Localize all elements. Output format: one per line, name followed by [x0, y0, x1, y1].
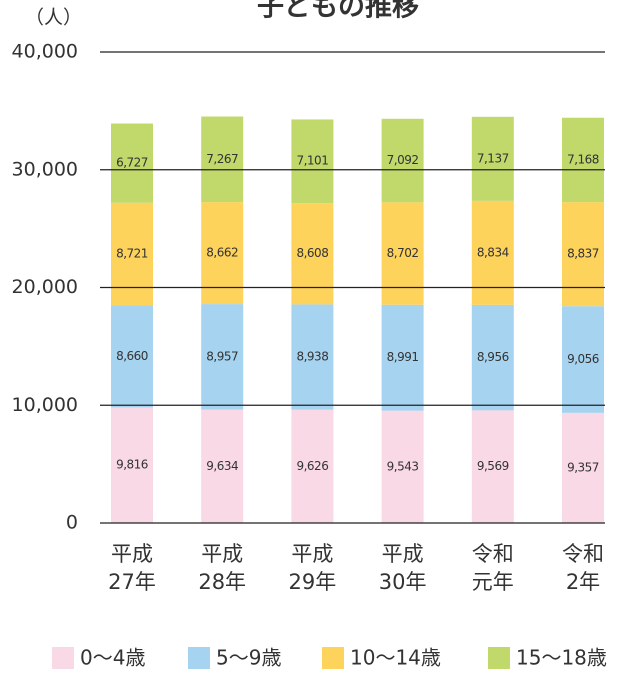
- bar-segment: [111, 123, 153, 203]
- legend-label: 10〜14歳: [350, 646, 441, 670]
- legend-swatch: [488, 647, 510, 669]
- legend-swatch: [322, 647, 344, 669]
- value-label: 8,837: [567, 247, 599, 261]
- bar-segment: [291, 409, 334, 523]
- bar-segment: [562, 117, 604, 203]
- value-label: 8,721: [116, 247, 148, 261]
- value-label: 8,662: [206, 246, 238, 260]
- value-label: 8,938: [296, 350, 328, 364]
- value-label: 6,727: [116, 156, 148, 170]
- value-label: 7,168: [567, 152, 599, 166]
- value-label: 8,702: [387, 246, 419, 260]
- x-tick-label: 平成 28年: [198, 542, 246, 594]
- y-axis-label: （人）: [25, 7, 82, 29]
- value-label: 7,267: [206, 152, 238, 166]
- bar-segment: [291, 304, 334, 410]
- y-tick-label: 30,000: [12, 158, 78, 180]
- value-label: 9,357: [567, 460, 599, 474]
- value-label: 8,608: [296, 246, 328, 260]
- bar-segment: [201, 409, 244, 523]
- legend-label: 5〜9歳: [216, 646, 281, 670]
- value-label: 9,543: [387, 459, 419, 473]
- x-tick-label: 平成 29年: [289, 542, 337, 594]
- x-tick-label: 平成 27年: [108, 542, 156, 594]
- value-label: 9,569: [477, 459, 509, 473]
- value-label: 9,056: [567, 352, 599, 366]
- x-tick-label: 令和 2年: [562, 542, 604, 594]
- value-label: 9,626: [296, 459, 328, 473]
- legend-swatch: [52, 647, 74, 669]
- bar-segment: [562, 306, 604, 413]
- x-tick-label: 平成 30年: [379, 542, 427, 594]
- legend-label: 15〜18歳: [516, 646, 607, 670]
- y-tick-label: 10,000: [12, 394, 78, 416]
- value-label: 8,834: [477, 245, 509, 259]
- bar-segment: [471, 410, 514, 523]
- legend-swatch: [188, 647, 210, 669]
- bar-segment: [111, 407, 153, 523]
- value-label: 9,816: [116, 458, 148, 472]
- bar-segment: [111, 305, 153, 408]
- bar-segment: [201, 304, 244, 410]
- bar-segment: [381, 410, 424, 523]
- value-label: 7,092: [387, 153, 419, 167]
- bar-segment: [381, 304, 424, 411]
- value-label: 7,101: [296, 154, 328, 168]
- bar-segment: [291, 119, 334, 204]
- bar-segment: [381, 118, 424, 203]
- x-tick-label: 令和元年: [472, 542, 514, 594]
- bar-segment: [201, 116, 244, 203]
- bar-segment: [471, 304, 514, 411]
- bar-segment: [111, 202, 153, 306]
- chart-title: 子どもの推移: [257, 0, 419, 23]
- value-label: 8,991: [387, 350, 419, 364]
- value-label: 7,137: [477, 151, 509, 165]
- value-label: 8,956: [477, 350, 509, 364]
- y-tick-label: 0: [66, 512, 78, 534]
- legend-label: 0〜4歳: [80, 646, 145, 670]
- bar-segment: [562, 202, 604, 307]
- value-label: 9,634: [206, 459, 238, 473]
- y-tick-label: 40,000: [12, 41, 78, 63]
- bar-segment: [562, 412, 604, 523]
- bar-segment: [471, 116, 514, 201]
- y-tick-label: 20,000: [12, 276, 78, 298]
- value-label: 8,660: [116, 349, 148, 363]
- value-label: 8,957: [206, 349, 238, 363]
